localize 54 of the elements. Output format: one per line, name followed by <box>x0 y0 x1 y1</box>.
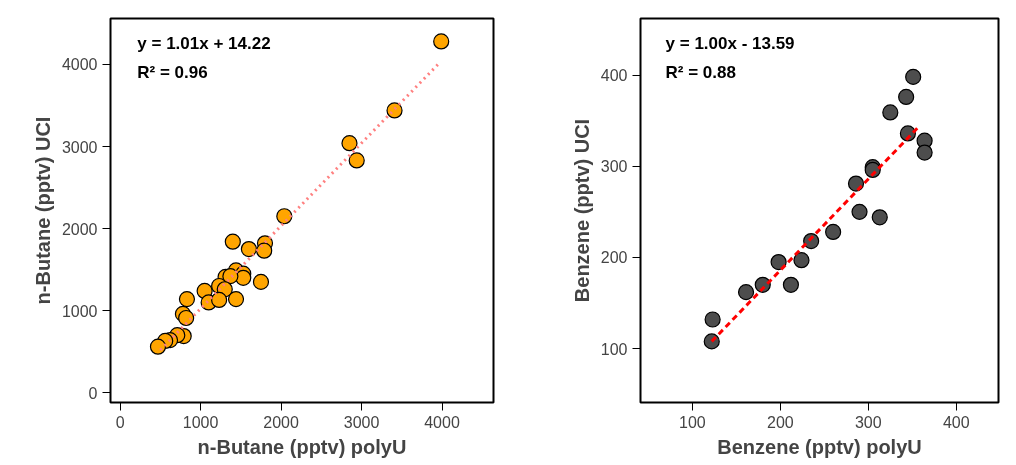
y-tick-label: 300 <box>600 158 628 176</box>
annotation: R² = 0.96 <box>137 62 208 82</box>
y-tick-label: 3000 <box>61 138 98 156</box>
point <box>386 102 403 119</box>
y-tick-label: 100 <box>600 340 628 358</box>
point <box>224 233 241 250</box>
y-tick-label: 2000 <box>61 220 98 238</box>
point <box>905 68 922 85</box>
y-axis-title: n-Butane (pptv) UCI <box>31 116 54 305</box>
annotation: y = 1.00x - 13.59 <box>665 34 795 54</box>
point <box>348 152 365 169</box>
x-axis-title: Benzene (pptv) polyU <box>717 435 922 458</box>
point <box>704 311 721 328</box>
point <box>276 208 293 225</box>
annotation: y = 1.01x + 14.22 <box>137 34 271 54</box>
point <box>149 338 167 355</box>
point <box>770 253 787 271</box>
point <box>235 269 252 286</box>
x-tick-label: 1000 <box>182 413 219 431</box>
x-tick-label: 300 <box>854 413 882 431</box>
point <box>341 135 358 152</box>
point <box>211 291 228 309</box>
point <box>847 175 865 192</box>
point <box>178 291 196 308</box>
x-tick-label: 2000 <box>263 413 299 431</box>
point <box>793 252 810 269</box>
annotation: R² = 0.88 <box>665 62 736 82</box>
x-tick-label: 4000 <box>424 413 460 431</box>
x-axis-title: n-Butane (pptv) polyU <box>197 435 407 458</box>
y-tick-label: 4000 <box>61 56 98 74</box>
point <box>256 242 273 259</box>
point <box>916 144 933 161</box>
y-tick-label: 200 <box>600 249 628 267</box>
point <box>782 276 800 293</box>
point <box>825 223 842 241</box>
point <box>227 291 245 308</box>
point <box>737 284 755 301</box>
x-tick-label: 200 <box>767 413 794 431</box>
point <box>871 209 888 226</box>
x-tick-label: 0 <box>115 413 125 431</box>
point <box>898 88 915 106</box>
point <box>252 273 270 290</box>
x-tick-label: 3000 <box>343 413 380 431</box>
point <box>851 203 868 220</box>
point <box>433 33 450 50</box>
point <box>240 240 257 258</box>
point <box>178 309 195 327</box>
x-tick-label: 400 <box>942 413 970 431</box>
y-tick-label: 400 <box>600 67 628 85</box>
x-tick-label: 100 <box>679 413 706 431</box>
y-tick-label: 1000 <box>61 302 98 320</box>
y-axis-title: Benzene (pptv) UCI <box>570 118 593 303</box>
y-tick-label: 0 <box>88 384 98 402</box>
point <box>882 104 899 121</box>
